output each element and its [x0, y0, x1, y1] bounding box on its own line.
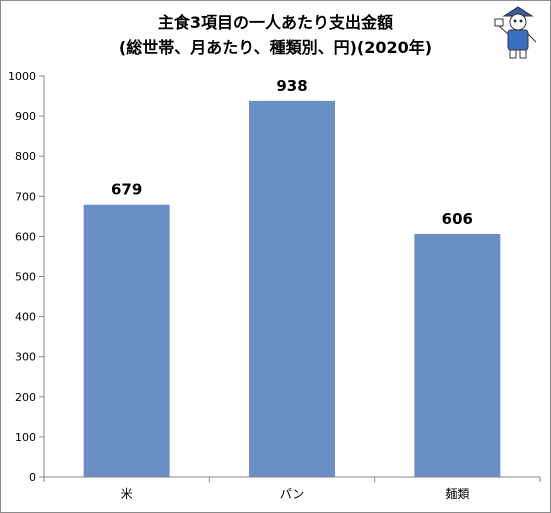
y-tick-label: 100: [15, 431, 36, 444]
y-tick-label: 300: [15, 351, 36, 364]
y-tick-label: 900: [15, 110, 36, 123]
x-tick-label: 米: [121, 487, 133, 501]
y-tick-label: 800: [15, 150, 36, 163]
bar: [249, 100, 335, 477]
data-label: 938: [276, 77, 307, 95]
y-tick-label: 1000: [8, 70, 36, 83]
x-tick-label: 麺類: [445, 487, 469, 501]
bar-series: 679 938 606: [83, 77, 501, 477]
data-label: 679: [111, 181, 142, 199]
x-axis: 米 パン 麺類: [39, 476, 541, 501]
y-tick-label: 0: [29, 471, 36, 484]
y-tick-label: 500: [15, 271, 36, 284]
bar: [83, 204, 170, 477]
bar: [414, 233, 501, 477]
chart-title: 主食3項目の一人あたり支出金額: [157, 13, 394, 32]
mascot-logo: [494, 6, 537, 59]
y-axis: 0 100 200 300 400 500 600 700 800 900 1000: [8, 70, 45, 484]
x-tick-label: パン: [280, 487, 305, 501]
y-tick-label: 400: [15, 311, 36, 324]
y-tick-label: 200: [15, 391, 36, 404]
data-label: 606: [442, 210, 473, 228]
y-tick-label: 600: [15, 230, 36, 243]
y-tick-label: 700: [15, 190, 36, 203]
chart-subtitle: (総世帯、月あたり、種類別、円)(2020年): [118, 38, 433, 57]
